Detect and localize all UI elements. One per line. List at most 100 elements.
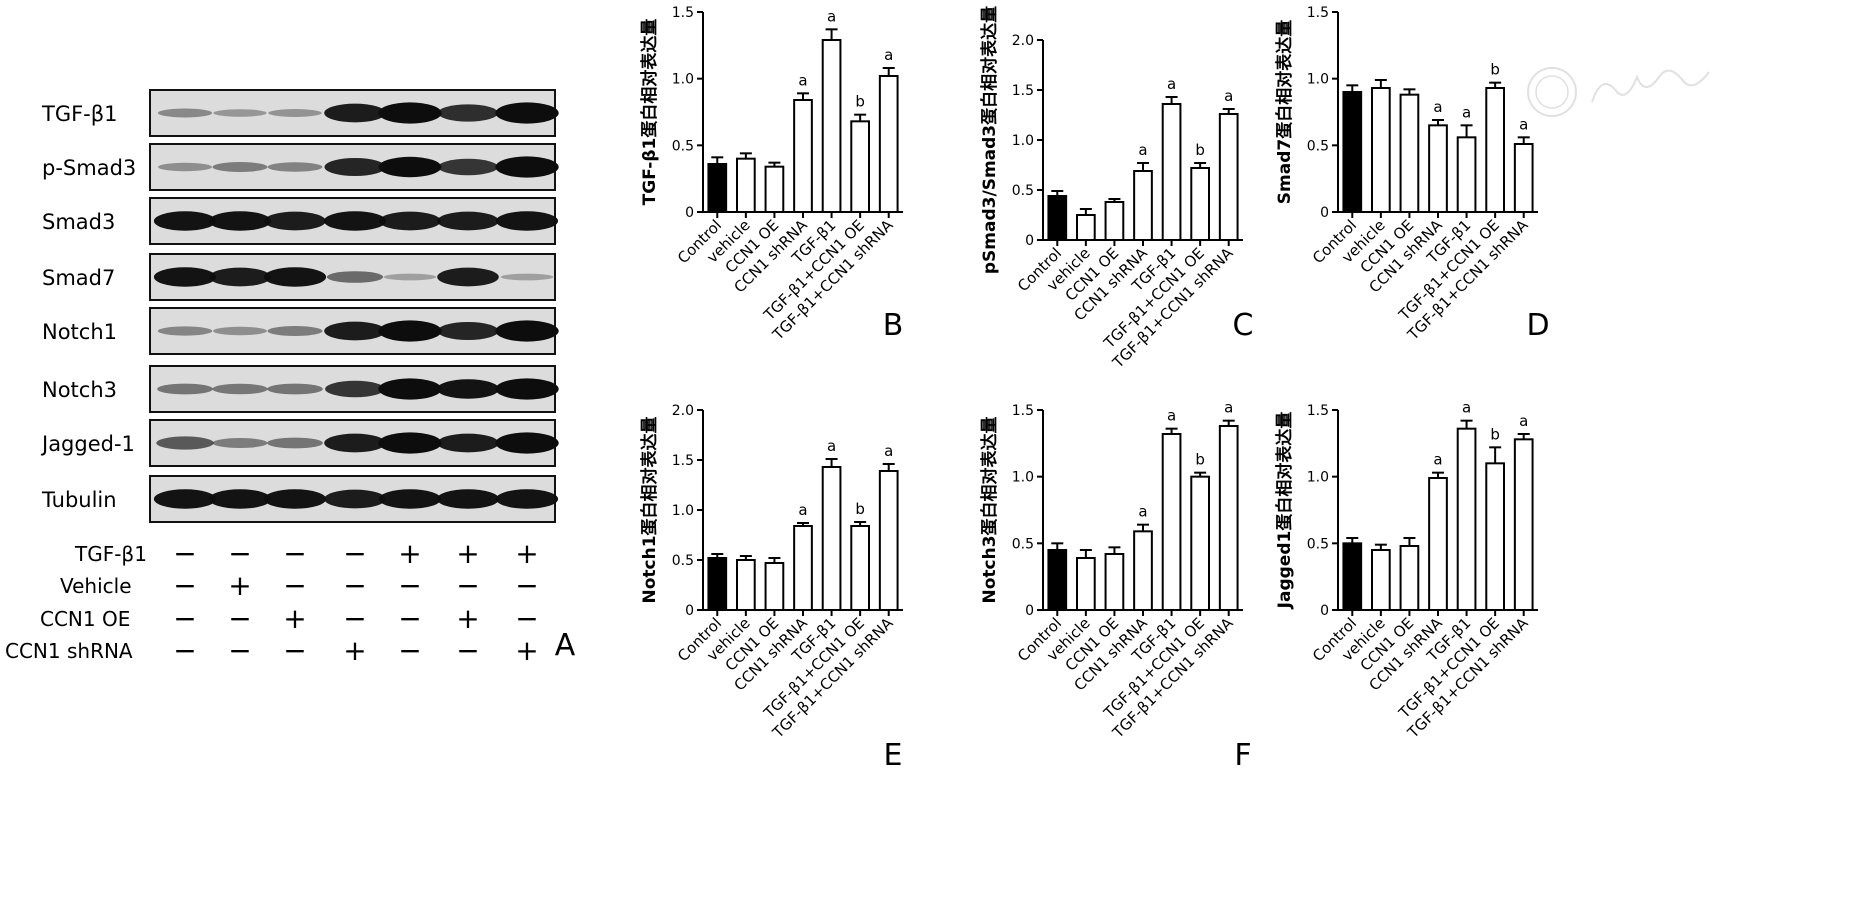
blot-band xyxy=(438,158,498,176)
bar xyxy=(1047,549,1068,611)
y-tick-label: 0.5 xyxy=(1012,536,1034,552)
blot-band xyxy=(437,322,499,340)
blot-row-label: Tubulin xyxy=(41,488,117,512)
bar xyxy=(1076,214,1096,241)
blot-band xyxy=(437,104,499,122)
bar xyxy=(821,39,842,213)
bar xyxy=(1342,91,1363,213)
blot-row xyxy=(149,143,559,191)
y-tick-label: 1.0 xyxy=(1307,470,1329,486)
panel-letter: D xyxy=(1526,308,1549,343)
bar xyxy=(1399,93,1420,213)
significance-label: b xyxy=(1490,61,1500,79)
y-tick-label: 1.5 xyxy=(1012,403,1034,419)
blot-row xyxy=(149,365,559,413)
blot-band xyxy=(153,267,217,287)
y-axis-label: Jagged1蛋白相对表达量 xyxy=(1274,412,1295,610)
treatment-label: CCN1 shRNA xyxy=(5,639,133,663)
bar xyxy=(878,470,899,611)
bar xyxy=(850,525,871,611)
blot-band xyxy=(378,156,442,178)
y-tick-label: 1.0 xyxy=(1012,470,1034,486)
bar xyxy=(1133,530,1153,611)
significance-label: a xyxy=(827,437,836,455)
treatment-sign: + xyxy=(515,537,538,570)
blot-row-label: p-Smad3 xyxy=(42,156,136,180)
bar-chart: 00.51.01.5Jagged1蛋白相对表达量ControlvehicleCC… xyxy=(1274,399,1538,742)
bar xyxy=(1428,124,1448,213)
blot-band xyxy=(495,378,559,400)
bar xyxy=(1047,195,1068,241)
bar-chart: 00.51.01.5TGF-β1蛋白相对表达量ControlvehicleCCN… xyxy=(639,5,903,344)
blot-band xyxy=(495,156,559,178)
treatment-sign: + xyxy=(343,634,366,667)
significance-label: a xyxy=(1462,399,1471,417)
y-tick-label: 1.0 xyxy=(1307,72,1329,88)
blot-band xyxy=(326,271,384,283)
treatment-sign: − xyxy=(228,537,251,570)
bar xyxy=(1190,475,1211,611)
blot-band xyxy=(263,489,327,509)
bar-chart: 00.51.01.5Notch3蛋白相对表达量ControlvehicleCCN… xyxy=(979,399,1243,742)
treatment-sign: + xyxy=(283,602,306,635)
blot-band xyxy=(436,379,500,399)
treatment-sign: + xyxy=(456,537,479,570)
bar xyxy=(707,163,728,213)
treatment-sign: − xyxy=(343,537,366,570)
blot-band xyxy=(378,489,442,509)
significance-label: b xyxy=(1490,425,1500,443)
blot-band xyxy=(263,267,327,287)
blot-band xyxy=(324,103,386,123)
treatment-sign: − xyxy=(343,569,366,602)
treatment-sign: − xyxy=(283,569,306,602)
blot-row-label: Notch3 xyxy=(42,378,117,402)
blot-band xyxy=(378,378,442,400)
bar xyxy=(1485,87,1506,213)
blot-band xyxy=(323,211,387,231)
significance-label: a xyxy=(1519,412,1528,430)
treatment-sign: − xyxy=(515,569,538,602)
blot-band xyxy=(500,273,554,281)
panel-letter: E xyxy=(884,738,903,773)
significance-label: a xyxy=(1433,98,1442,116)
blot-band xyxy=(383,273,437,281)
y-tick-label: 0.5 xyxy=(1012,183,1034,199)
treatment-sign: + xyxy=(398,537,421,570)
treatment-sign: − xyxy=(173,602,196,635)
bar xyxy=(1161,433,1182,611)
bar xyxy=(1456,136,1477,213)
treatment-sign: − xyxy=(456,569,479,602)
blot-band xyxy=(324,433,386,453)
bar xyxy=(793,99,813,213)
bar xyxy=(1399,545,1420,611)
panel-letter-wrap: C xyxy=(1233,308,1254,343)
y-tick-label: 1.0 xyxy=(672,503,694,519)
blot-band xyxy=(324,321,386,341)
blot-band xyxy=(378,320,442,342)
y-tick-label: 0 xyxy=(685,205,694,221)
panel-letter: C xyxy=(1233,308,1254,343)
panel-letter-wrap: B xyxy=(883,308,904,343)
blot-band xyxy=(209,267,271,287)
blot-band xyxy=(325,380,385,398)
blot-band xyxy=(212,162,268,172)
bar-chart: 00.51.01.5Smad7蛋白相对表达量ControlvehicleCCN1… xyxy=(1274,5,1538,344)
blot-band xyxy=(437,267,499,287)
significance-label: a xyxy=(1224,399,1233,417)
blot-band xyxy=(437,211,499,231)
bar xyxy=(764,165,785,214)
bar xyxy=(878,75,899,213)
blot-band xyxy=(208,489,272,509)
bar-chart: 00.51.01.52.0Notch1蛋白相对表达量Controlvehicle… xyxy=(639,403,903,742)
bar xyxy=(850,120,871,213)
treatment-sign: − xyxy=(456,634,479,667)
bar xyxy=(1076,557,1096,611)
significance-label: a xyxy=(1167,75,1176,93)
treatment-sign: − xyxy=(398,602,421,635)
blot-band xyxy=(212,383,268,395)
y-tick-label: 0 xyxy=(1320,603,1329,619)
blot-band xyxy=(158,162,212,172)
treatment-label: TGF-β1 xyxy=(74,542,147,566)
blot-band xyxy=(268,109,322,117)
